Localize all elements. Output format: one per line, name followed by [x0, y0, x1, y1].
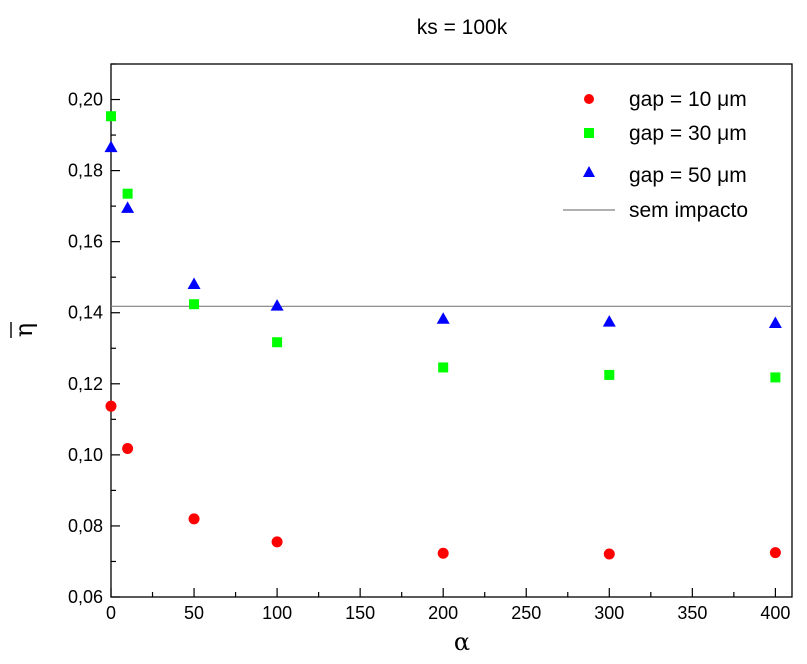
y-tick-label: 0,06 — [68, 587, 103, 607]
data-point-series-2 — [106, 111, 116, 122]
legend: gap = 10 μm gap = 30 μm gap = 50 μm sem … — [563, 88, 748, 222]
y-axis-label: η — [10, 323, 38, 337]
data-point-series-3 — [270, 299, 284, 311]
x-tick-label: 250 — [511, 603, 541, 623]
plot-frame — [110, 63, 793, 598]
legend-label-series-3: gap = 50 μm — [629, 164, 747, 187]
y-tick-label: 0,20 — [68, 90, 103, 110]
data-point-series-3 — [104, 140, 118, 153]
data-points — [104, 111, 782, 560]
data-point-series-2 — [272, 337, 283, 348]
x-tick-label: 350 — [677, 603, 707, 623]
data-point-series-1 — [122, 442, 134, 454]
legend-marker-series-3 — [583, 166, 595, 177]
data-point-series-1 — [603, 548, 615, 560]
legend-label-reference: sem impacto — [629, 199, 748, 222]
axis-ticks: 0 50 100 150 200 250 300 350 400 0,06 0,08 0,10 0,12… — [68, 63, 790, 623]
data-point-series-2 — [438, 362, 449, 373]
data-point-series-3 — [768, 316, 782, 329]
x-tick-label: 50 — [184, 603, 204, 623]
data-point-series-2 — [604, 369, 615, 380]
y-tick-label: 0,12 — [68, 374, 103, 394]
x-tick-label: 200 — [428, 603, 458, 623]
data-point-series-2 — [122, 188, 133, 199]
y-tick-label: 0,14 — [68, 303, 103, 323]
data-point-series-1 — [188, 513, 200, 525]
x-axis-label: α — [454, 628, 470, 656]
y-tick-label: 0,08 — [68, 516, 103, 536]
chart-title: ks = 100k — [417, 16, 508, 39]
x-tick-label: 100 — [262, 603, 292, 623]
data-point-series-2 — [189, 299, 200, 310]
x-tick-label: 0 — [106, 603, 116, 623]
data-point-series-1 — [769, 547, 781, 559]
data-point-series-1 — [437, 547, 449, 559]
x-tick-label: 400 — [760, 603, 790, 623]
x-tick-label: 300 — [594, 603, 624, 623]
legend-marker-series-2 — [584, 128, 594, 138]
y-axis-label-group: η — [10, 322, 38, 338]
legend-label-series-2: gap = 30 μm — [629, 122, 747, 145]
y-tick-label: 0,16 — [68, 232, 103, 252]
y-tick-label: 0,10 — [68, 445, 103, 465]
data-point-series-3 — [602, 315, 616, 327]
data-point-series-3 — [121, 201, 135, 213]
legend-marker-series-1 — [584, 94, 594, 104]
data-point-series-1 — [271, 536, 283, 548]
data-point-series-3 — [187, 277, 201, 289]
data-point-series-2 — [770, 372, 781, 383]
x-tick-label: 150 — [345, 603, 375, 623]
y-tick-label: 0,18 — [68, 161, 103, 181]
data-point-series-1 — [105, 400, 117, 412]
legend-label-series-1: gap = 10 μm — [629, 88, 747, 111]
data-point-series-3 — [436, 312, 450, 324]
